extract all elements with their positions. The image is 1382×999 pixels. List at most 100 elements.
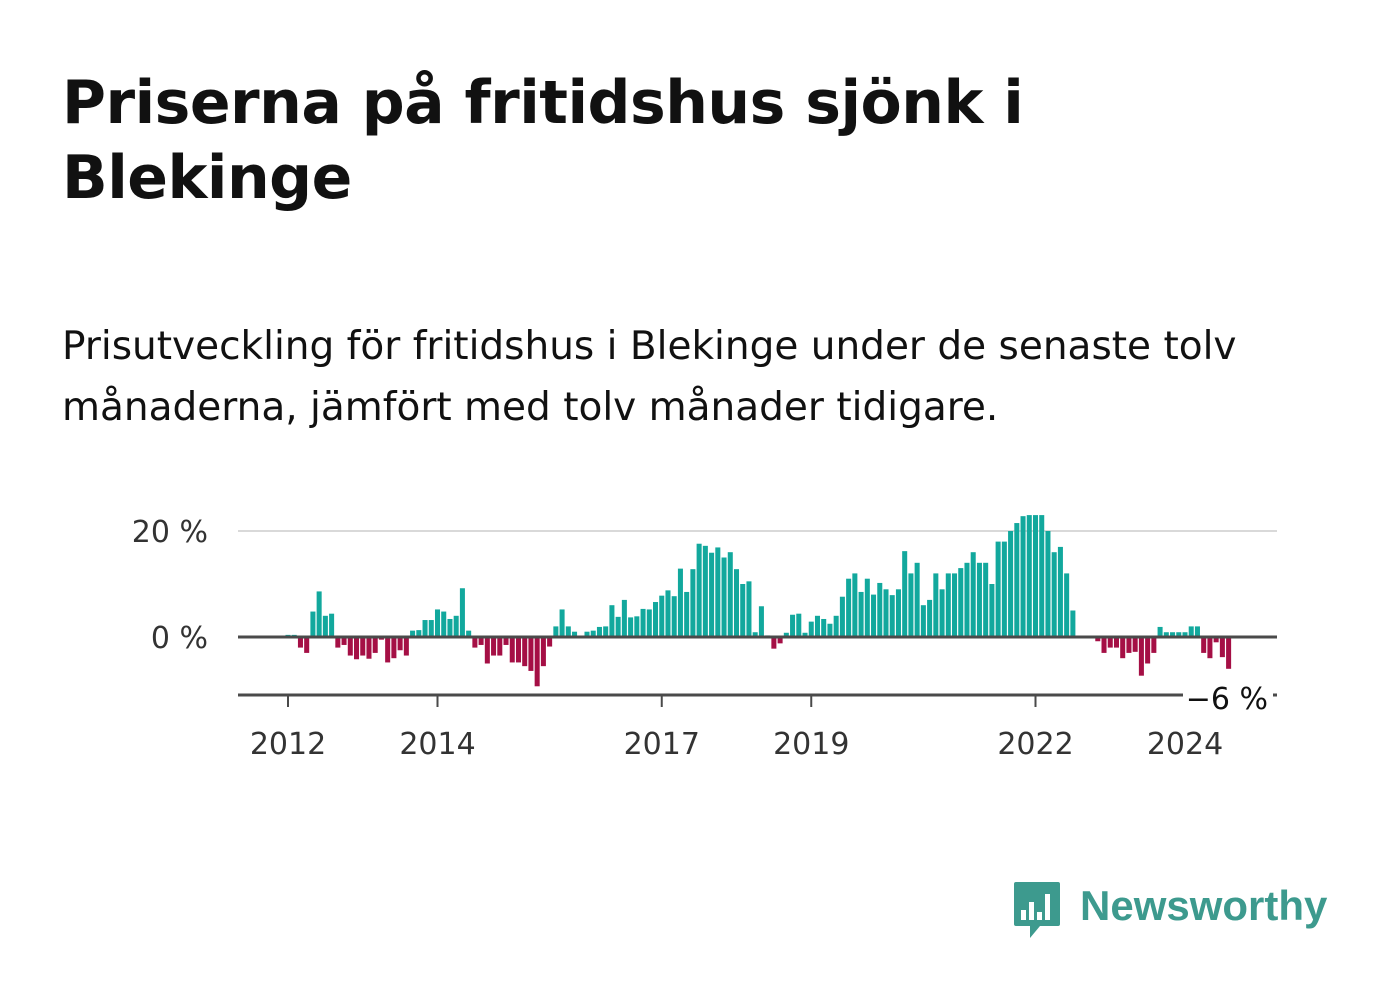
bar: [509, 637, 515, 663]
bar: [1107, 637, 1113, 648]
x-tick-label: 2014: [399, 727, 475, 762]
bar: [1001, 541, 1007, 637]
bar: [1138, 637, 1144, 676]
bar: [653, 602, 659, 637]
bar: [1020, 516, 1026, 637]
bar: [466, 630, 472, 637]
bar: [497, 637, 503, 656]
bar: [646, 609, 652, 637]
bar: [391, 637, 397, 659]
bar: [846, 578, 852, 637]
bar: [472, 637, 478, 648]
bar: [702, 545, 708, 637]
bar: [746, 581, 752, 637]
bar: [628, 617, 634, 637]
bar-chart-speech-icon: [1014, 882, 1060, 938]
bar: [335, 637, 341, 648]
end-label-bg: [1183, 678, 1273, 712]
bar: [360, 637, 366, 656]
bar: [721, 557, 727, 637]
bar: [596, 626, 602, 637]
bar: [385, 637, 391, 663]
bar: [559, 609, 565, 637]
x-tick-label: 2012: [250, 727, 326, 762]
bar: [434, 609, 441, 637]
bar: [1039, 515, 1045, 637]
bar: [665, 590, 671, 637]
bar: [914, 562, 920, 637]
bar: [995, 541, 1001, 637]
bar: [1095, 637, 1101, 642]
bar: [783, 632, 789, 637]
bar: [491, 637, 497, 656]
bar: [1226, 637, 1232, 669]
bar: [727, 552, 733, 637]
bar: [733, 569, 740, 637]
bar: [796, 613, 802, 637]
bar: [422, 620, 428, 637]
bar: [1201, 637, 1207, 653]
bar: [1026, 515, 1032, 637]
bar: [771, 637, 777, 649]
bar: [366, 637, 372, 659]
bar: [958, 568, 964, 637]
bar: [790, 614, 796, 637]
chart-title: Priserna på fritidshus sjönk i Blekinge: [62, 68, 1024, 213]
bar: [740, 584, 746, 637]
bar: [1120, 637, 1126, 659]
bar: [634, 616, 640, 637]
bar: [354, 637, 360, 660]
bar: [1057, 546, 1063, 637]
bar: [752, 632, 758, 637]
bar: [372, 637, 378, 653]
bar: [1132, 637, 1138, 652]
bar: [403, 637, 409, 656]
bar: [441, 611, 447, 637]
bar: [1151, 637, 1157, 653]
tick-labels: 20 % 0 % 2012 2014 2017 2019 2022 2024 −6 %: [132, 515, 1273, 762]
bar: [945, 573, 951, 637]
brand-name: Newsworthy: [1080, 882, 1328, 929]
bar: [615, 616, 621, 637]
bar: [522, 637, 528, 667]
bar: [297, 637, 303, 648]
bar: [640, 608, 646, 637]
chart-subtitle: Prisutveckling för fritidshus i Blekinge…: [62, 324, 1237, 430]
bar: [609, 605, 615, 637]
bar: [447, 618, 453, 637]
bar: [453, 615, 459, 637]
bar: [347, 637, 353, 656]
x-tick-label: 2019: [773, 727, 849, 762]
bar: [1188, 626, 1194, 637]
bar: [777, 637, 783, 644]
bar: [983, 562, 989, 637]
y-tick-label: 20 %: [132, 515, 208, 550]
bar: [970, 552, 976, 637]
bar: [515, 637, 521, 663]
bar: [671, 596, 677, 637]
bar: [677, 568, 683, 637]
bar: [1182, 632, 1188, 637]
bar: [1219, 637, 1225, 658]
bar: [397, 637, 403, 651]
bar: [1213, 637, 1219, 643]
bar: [871, 594, 877, 637]
bar: [584, 631, 590, 637]
bar: [1064, 573, 1070, 637]
bar: [690, 569, 696, 637]
bar: [839, 596, 845, 637]
bar: [410, 630, 416, 637]
bar: [459, 588, 465, 637]
bar: [1176, 632, 1182, 637]
bar: [758, 606, 764, 637]
bar: [1113, 637, 1119, 648]
bar: [416, 630, 422, 637]
bar: [341, 637, 347, 645]
bar: [833, 615, 839, 637]
bar: [322, 615, 328, 637]
bar: [964, 562, 970, 637]
bar: [329, 613, 335, 637]
bar: [565, 626, 571, 637]
bar: [304, 637, 310, 653]
bar: [572, 631, 578, 637]
